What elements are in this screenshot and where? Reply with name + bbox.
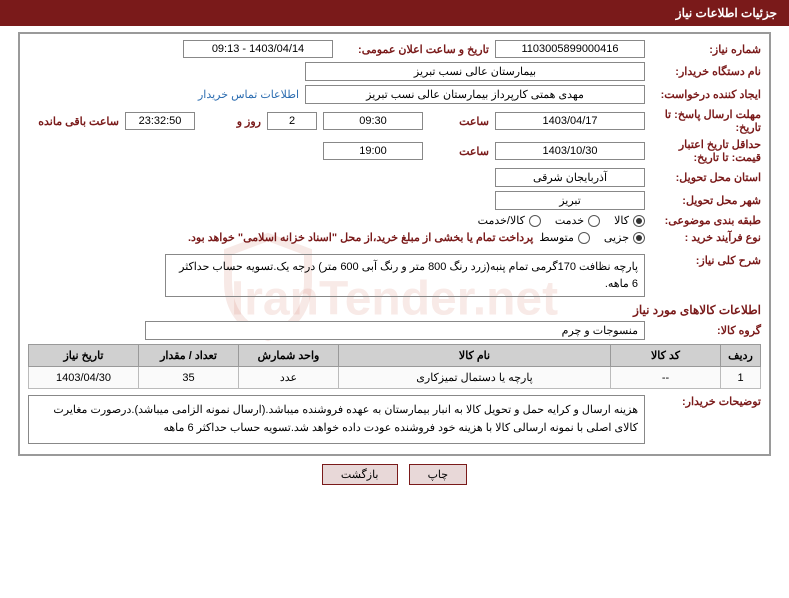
goods-section-title: اطلاعات کالاهای مورد نیاز [28, 303, 761, 317]
page-title: جزئیات اطلاعات نیاز [0, 0, 789, 26]
buyer-org-value: بیمارستان عالی نسب تبریز [305, 62, 645, 81]
radio-goods[interactable]: کالا [614, 214, 645, 227]
radio-minor[interactable]: جزیی [604, 231, 645, 244]
radio-goods-service-label: کالا/خدمت [478, 214, 525, 227]
process-radios: جزیی متوسط [539, 231, 645, 244]
cell-date: 1403/04/30 [29, 367, 139, 389]
deadline-remain: 23:32:50 [125, 112, 195, 130]
validity-time-label: ساعت [429, 145, 489, 158]
validity-date: 1403/10/30 [495, 142, 645, 160]
announce-label: تاریخ و ساعت اعلان عمومی: [339, 43, 489, 56]
radio-icon [578, 232, 590, 244]
th-code: کد کالا [611, 345, 721, 367]
deadline-date: 1403/04/17 [495, 112, 645, 130]
table-row: 1 -- پارچه یا دستمال تمیزکاری عدد 35 140… [29, 367, 761, 389]
buyer-notes-text: هزینه ارسال و کرایه حمل و تحویل کالا به … [28, 395, 645, 444]
radio-icon [588, 215, 600, 227]
city-label: شهر محل تحویل: [651, 194, 761, 207]
table-header-row: ردیف کد کالا نام کالا واحد شمارش تعداد /… [29, 345, 761, 367]
radio-medium-label: متوسط [539, 231, 574, 244]
radio-icon [529, 215, 541, 227]
th-qty: تعداد / مقدار [139, 345, 239, 367]
goods-group-value: منسوجات و چرم [145, 321, 645, 340]
buyer-org-label: نام دستگاه خریدار: [651, 65, 761, 78]
province-label: استان محل تحویل: [651, 171, 761, 184]
validity-time: 19:00 [323, 142, 423, 160]
th-row: ردیف [721, 345, 761, 367]
deadline-days: 2 [267, 112, 317, 130]
validity-label: حداقل تاریخ اعتبار قیمت: تا تاریخ: [651, 138, 761, 164]
cell-qty: 35 [139, 367, 239, 389]
cell-name: پارچه یا دستمال تمیزکاری [339, 367, 611, 389]
process-note: پرداخت تمام یا بخشی از مبلغ خرید،از محل … [188, 231, 533, 244]
radio-medium[interactable]: متوسط [539, 231, 590, 244]
deadline-time: 09:30 [323, 112, 423, 130]
general-desc-text: پارچه نظافت 170گرمی تمام پنبه(زرد رنگ 80… [165, 254, 645, 297]
need-number-value: 1103005899000416 [495, 40, 645, 58]
back-button[interactable]: بازگشت [322, 464, 398, 485]
radio-icon [633, 215, 645, 227]
th-unit: واحد شمارش [239, 345, 339, 367]
general-desc-label: شرح کلی نیاز: [651, 254, 761, 267]
radio-service[interactable]: خدمت [555, 214, 600, 227]
button-row: چاپ بازگشت [0, 464, 789, 485]
subject-class-label: طبقه بندی موضوعی: [651, 214, 761, 227]
requester-label: ایجاد کننده درخواست: [651, 88, 761, 101]
radio-goods-label: کالا [614, 214, 629, 227]
deadline-remain-label: ساعت باقی مانده [38, 115, 119, 128]
goods-table: ردیف کد کالا نام کالا واحد شمارش تعداد /… [28, 344, 761, 389]
goods-group-label: گروه کالا: [651, 324, 761, 337]
main-panel: شماره نیاز: 1103005899000416 تاریخ و ساع… [18, 32, 771, 456]
cell-unit: عدد [239, 367, 339, 389]
radio-goods-service[interactable]: کالا/خدمت [478, 214, 541, 227]
deadline-days-label: روز و [201, 115, 261, 128]
radio-minor-label: جزیی [604, 231, 629, 244]
radio-icon [633, 232, 645, 244]
contact-link[interactable]: اطلاعات تماس خریدار [198, 88, 299, 101]
th-date: تاریخ نیاز [29, 345, 139, 367]
province-value: آذربایجان شرقی [495, 168, 645, 187]
deadline-time-label: ساعت [429, 115, 489, 128]
cell-row: 1 [721, 367, 761, 389]
announce-value: 1403/04/14 - 09:13 [183, 40, 333, 58]
cell-code: -- [611, 367, 721, 389]
th-name: نام کالا [339, 345, 611, 367]
radio-service-label: خدمت [555, 214, 584, 227]
deadline-label: مهلت ارسال پاسخ: تا تاریخ: [651, 108, 761, 134]
process-label: نوع فرآیند خرید : [651, 231, 761, 244]
need-number-label: شماره نیاز: [651, 43, 761, 56]
requester-value: مهدی همتی کارپرداز بیمارستان عالی نسب تب… [305, 85, 645, 104]
subject-class-radios: کالا خدمت کالا/خدمت [478, 214, 645, 227]
print-button[interactable]: چاپ [409, 464, 468, 485]
city-value: تبریز [495, 191, 645, 210]
buyer-notes-label: توضیحات خریدار: [651, 395, 761, 408]
